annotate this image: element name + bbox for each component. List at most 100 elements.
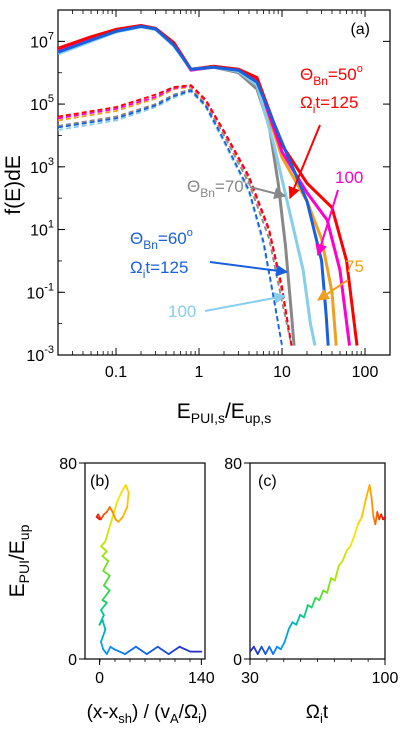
trajectory-segment	[103, 584, 111, 592]
series-line-11-dashed	[58, 89, 283, 346]
trajectory-segment	[107, 516, 114, 533]
panel-c-label: (c)	[258, 473, 277, 490]
trajectory-segment	[287, 621, 294, 631]
trajectory-segment	[100, 601, 108, 611]
x-tick-label: 100	[352, 364, 379, 381]
trajectory-segment	[111, 511, 117, 521]
trajectory-segment	[101, 589, 111, 602]
trajectory-segment	[256, 645, 263, 655]
y-tick-label: 101	[30, 219, 54, 240]
series-line-6-dashed	[58, 88, 293, 346]
panel-b-axes: 0 140 0 80	[59, 456, 215, 687]
annotation-omega125b: Ωit=125	[130, 258, 188, 281]
x-tick-label: 0.1	[105, 364, 127, 381]
annotation-arrow-0	[288, 124, 321, 200]
trajectory-segment	[102, 560, 110, 572]
annotation-theta70: ΘBn=70o	[187, 175, 250, 200]
trajectory-segment	[360, 498, 367, 518]
trajectory-segment	[102, 648, 108, 655]
y-tick-label: 0	[233, 652, 242, 669]
trajectory-segment	[101, 555, 110, 562]
trajectory-segment	[100, 640, 105, 651]
x-tick-label: 100	[372, 670, 399, 687]
annotation-omega125r: Ωit=125	[300, 93, 358, 116]
panel-c-xlabel: Ωit	[306, 702, 329, 726]
panel-c-trajectory	[250, 484, 385, 655]
trajectory-segment	[364, 484, 371, 501]
panel-c: 30 100 0 80 (c) Ωit	[224, 456, 398, 726]
y-tick-label: 103	[30, 156, 54, 177]
trajectory-segment	[295, 614, 302, 626]
panel-c-frame	[249, 462, 386, 660]
panel-a-series	[58, 24, 359, 346]
series-line-0-solid	[58, 24, 296, 346]
x-tick-label: 140	[188, 670, 215, 687]
trajectory-segment	[326, 577, 332, 594]
panel-c-axes: 30 100 0 80	[224, 456, 398, 687]
series-line-5-solid	[58, 24, 330, 346]
annotation-arrow-1	[315, 189, 339, 257]
trajectory-segment	[116, 491, 123, 504]
y-tick-label: 80	[224, 456, 242, 473]
trajectory-segment	[353, 523, 359, 538]
trajectory-segment	[345, 545, 352, 553]
trajectory-segment	[121, 506, 129, 518]
panel-a-annotations: ΘBn=50o Ωit=125 100 75 ΘBn=70o ΘBn=60o Ωit=125…	[130, 63, 364, 321]
y-tick-label: 10-1	[26, 281, 54, 302]
panel-b: 0 140 0 80 (b) EPUI/Eup (x-xsh) / (vA/Ωi)	[6, 456, 215, 726]
trajectory-segment	[260, 645, 267, 655]
trajectory-segment	[117, 516, 124, 523]
trajectory-segment	[167, 645, 181, 655]
panel-b-frame	[84, 462, 206, 660]
trajectory-segment	[101, 618, 107, 631]
panel-b-ylabel: EPUI/Eup	[6, 524, 32, 597]
panel-a: 0.1 1 10 100 10-3 10-1 101 103 105 107 (a) ΘBn=50…	[2, 9, 391, 426]
trajectory-segment	[337, 560, 344, 567]
trajectory-segment	[156, 645, 170, 655]
trajectory-segment	[104, 530, 110, 543]
trajectory-segment	[333, 565, 340, 582]
panel-b-xlabel: (x-xsh) / (vA/Ωi)	[87, 702, 208, 726]
annotation-arrow-3	[249, 186, 287, 200]
annotation-theta60: ΘBn=60o	[130, 227, 193, 252]
trajectory-segment	[100, 628, 107, 643]
trajectory-segment	[98, 614, 105, 626]
annotation-theta50: ΘBn=50o	[300, 63, 363, 88]
trajectory-segment	[349, 535, 356, 548]
trajectory-segment	[382, 516, 385, 521]
trajectory-segment	[101, 550, 108, 557]
trajectory-segment	[145, 645, 159, 655]
x-tick-label: 1	[195, 364, 204, 381]
y-tick-label: 10-3	[26, 344, 54, 365]
trajectory-segment	[135, 645, 148, 655]
trajectory-segment	[178, 645, 192, 653]
trajectory-segment	[368, 484, 373, 499]
y-tick-label: 107	[30, 30, 54, 51]
trajectory-segment	[279, 640, 286, 651]
trajectory-segment	[357, 516, 363, 526]
trajectory-segment	[341, 550, 348, 562]
trajectory-segment	[318, 589, 325, 602]
trajectory-segment	[113, 648, 126, 655]
annotation-lab100c: 100	[168, 302, 196, 321]
annotation-arrow-5	[204, 292, 287, 312]
trajectory-segment	[103, 574, 111, 587]
trajectory-segment	[124, 645, 137, 655]
y-tick-label: 105	[30, 93, 54, 114]
trajectory-segment	[126, 491, 130, 509]
annotation-lab100m: 100	[335, 168, 363, 187]
panel-a-axes: 0.1 1 10 100 10-3 10-1 101 103 105 107	[26, 9, 391, 381]
trajectory-segment	[370, 496, 375, 518]
x-tick-label: 10	[273, 364, 291, 381]
panel-a-xlabel: EPUI,s/Eup,s	[177, 400, 272, 426]
trajectory-segment	[264, 645, 271, 655]
trajectory-segment	[120, 484, 127, 494]
trajectory-segment	[95, 516, 101, 521]
trajectory-segment	[105, 645, 112, 655]
annotation-lab75: 75	[345, 257, 364, 276]
trajectory-segment	[100, 545, 108, 553]
trajectory-segment	[124, 484, 130, 494]
trajectory-segment	[310, 596, 317, 609]
trajectory-segment	[303, 604, 309, 619]
